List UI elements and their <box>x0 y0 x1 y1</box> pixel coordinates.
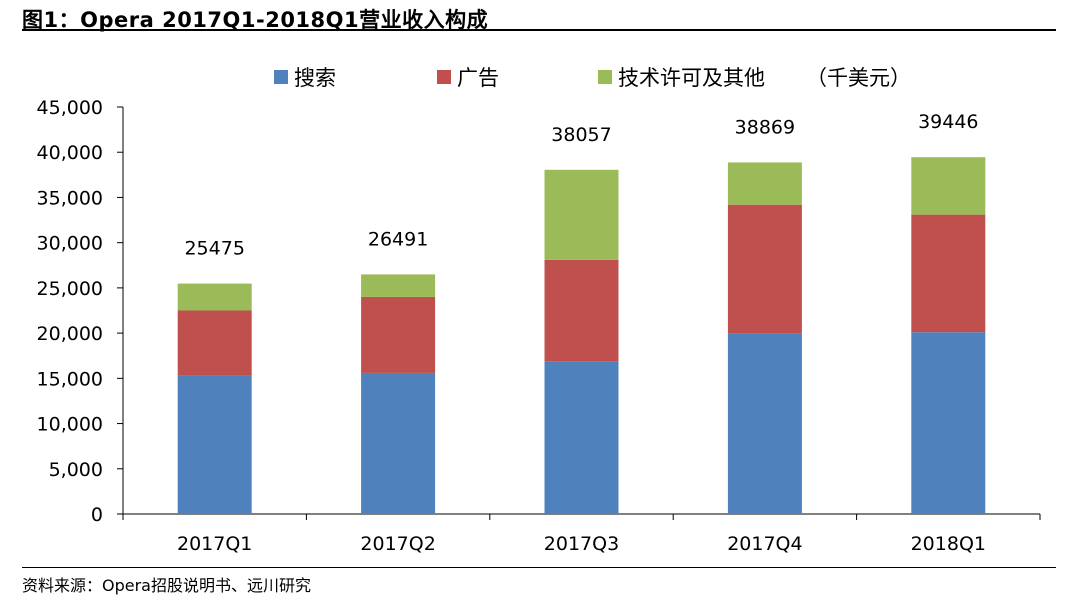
y-tick-label: 15,000 <box>37 368 103 390</box>
source-note: 资料来源：Opera招股说明书、远川研究 <box>22 576 311 595</box>
bar-segment <box>177 283 252 311</box>
total-labels: 25475 26491 38057 38869 39446 <box>184 111 978 259</box>
legend-swatch <box>598 70 612 84</box>
bar-segment <box>727 162 802 205</box>
bar-segment <box>177 310 252 376</box>
y-tick-label: 40,000 <box>37 142 103 164</box>
y-tick-label: 10,000 <box>37 414 103 436</box>
bar-segment <box>911 157 986 215</box>
bar-segment <box>727 204 802 334</box>
x-tick-label: 2018Q1 <box>911 533 986 555</box>
total-label: 39446 <box>918 111 978 133</box>
legend-swatch <box>437 70 451 84</box>
legend-label: 技术许可及其他 <box>618 66 765 90</box>
y-tick-label: 25,000 <box>37 278 103 300</box>
bars-layer <box>177 157 986 514</box>
figure-title: 图1：Opera 2017Q1-2018Q1营业收入构成 <box>22 8 489 32</box>
y-tick-label: 5,000 <box>49 459 103 481</box>
bar-segment <box>361 372 436 514</box>
total-label: 38869 <box>735 116 795 138</box>
source-rule <box>22 567 1056 568</box>
total-label: 25475 <box>184 238 244 260</box>
total-label: 38057 <box>551 124 611 146</box>
bar-segment <box>911 214 986 333</box>
y-tick-label: 0 <box>91 504 103 526</box>
x-tick-label: 2017Q3 <box>544 533 619 555</box>
bar-segment <box>544 169 619 260</box>
bar-segment <box>361 296 436 373</box>
x-tick-label: 2017Q4 <box>727 533 802 555</box>
x-tick-label: 2017Q1 <box>177 533 252 555</box>
y-tick-label: 30,000 <box>37 233 103 255</box>
total-label: 26491 <box>368 228 428 250</box>
x-tick-label: 2017Q2 <box>360 533 435 555</box>
legend-label: 广告 <box>457 66 499 90</box>
title-rule <box>22 29 1056 31</box>
unit-label: （千美元） <box>806 66 911 90</box>
bar-segment <box>361 274 436 297</box>
bar-segment <box>727 333 802 514</box>
chart-legend: 搜索 广告 技术许可及其他 （千美元） <box>274 66 911 90</box>
bar-segment <box>177 375 252 514</box>
y-axis: 0 5,000 10,000 15,000 20,000 25,000 30,000 35,0… <box>37 97 124 526</box>
bar-segment <box>911 332 986 514</box>
legend-swatch <box>274 70 288 84</box>
bar-segment <box>544 259 619 362</box>
y-tick-label: 20,000 <box>37 323 103 345</box>
x-axis: 2017Q1 2017Q2 2017Q3 2017Q4 2018Q1 <box>122 513 1041 555</box>
y-tick-label: 35,000 <box>37 187 103 209</box>
legend-label: 搜索 <box>294 66 336 90</box>
y-tick-label: 45,000 <box>37 97 103 119</box>
bar-segment <box>544 361 619 514</box>
